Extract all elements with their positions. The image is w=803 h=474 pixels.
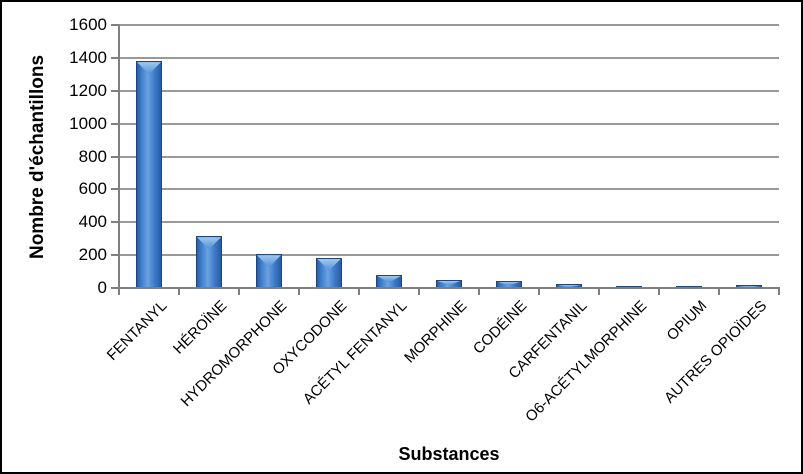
y-axis-tick: [111, 221, 119, 224]
gridline: [119, 24, 779, 26]
gridline: [119, 221, 779, 224]
x-axis-title: Substances: [398, 444, 500, 464]
bar-top-bevel: [497, 281, 521, 286]
gridline: [119, 122, 779, 125]
y-axis-tick: [111, 24, 119, 26]
y-tick-label: 1000: [69, 113, 107, 133]
y-axis-title: Nombre d'échantillons: [27, 54, 48, 260]
bar-oxycodone: [316, 257, 342, 288]
bar-top-bevel: [377, 275, 401, 283]
x-axis-tick: [658, 288, 660, 295]
x-axis-tick: [478, 288, 480, 295]
x-axis-tick: [358, 288, 360, 295]
gridline: [119, 89, 779, 92]
x-axis-tick: [178, 288, 180, 295]
bar-codeine: [496, 280, 522, 288]
gridline: [119, 188, 779, 191]
y-axis-line: [118, 25, 120, 290]
bar-hydromorphone: [256, 254, 282, 288]
gridline: [119, 254, 779, 257]
bar-morphine: [436, 279, 462, 288]
gridline: [119, 56, 779, 59]
y-tick-label: 0: [97, 278, 107, 297]
bar-top-bevel: [437, 280, 461, 285]
bar-heroine: [196, 236, 222, 288]
bar-top-bevel: [557, 284, 581, 287]
x-axis-tick: [538, 288, 540, 295]
y-axis-tick: [111, 287, 119, 289]
bar-fentanyl: [136, 61, 162, 288]
y-axis-tick: [111, 155, 119, 158]
x-axis-tick: [778, 288, 780, 295]
y-axis-tick: [111, 188, 119, 191]
x-axis-tick: [418, 288, 420, 295]
gridline: [119, 155, 779, 158]
y-axis-tick: [111, 122, 119, 125]
y-axis-tick: [111, 254, 119, 257]
y-tick-label: 600: [78, 179, 107, 199]
x-axis-tick: [718, 288, 720, 295]
x-axis-tick: [238, 288, 240, 295]
bar-top-bevel: [257, 255, 281, 268]
bar-top-bevel: [197, 237, 221, 250]
x-axis-tick: [598, 288, 600, 295]
bar-top-bevel: [317, 258, 341, 271]
y-tick-label: 1400: [69, 47, 107, 67]
bar-autres-opioides: [736, 284, 762, 288]
x-axis-tick: [298, 288, 300, 295]
bar-acetyl-fentanyl: [376, 274, 402, 288]
bar-carfentanil: [556, 283, 582, 288]
x-axis-tick: [118, 288, 120, 295]
y-axis-tick: [111, 56, 119, 59]
bar-top-bevel: [737, 285, 761, 288]
y-tick-label: 400: [78, 212, 107, 232]
y-tick-label: 200: [78, 245, 107, 265]
bar-top-bevel: [137, 62, 161, 75]
y-axis-tick: [111, 89, 119, 92]
y-tick-label: 1200: [69, 80, 107, 100]
y-tick-label: 1600: [69, 15, 107, 34]
x-axis-line: [118, 287, 780, 289]
y-tick-label: 800: [78, 146, 107, 166]
